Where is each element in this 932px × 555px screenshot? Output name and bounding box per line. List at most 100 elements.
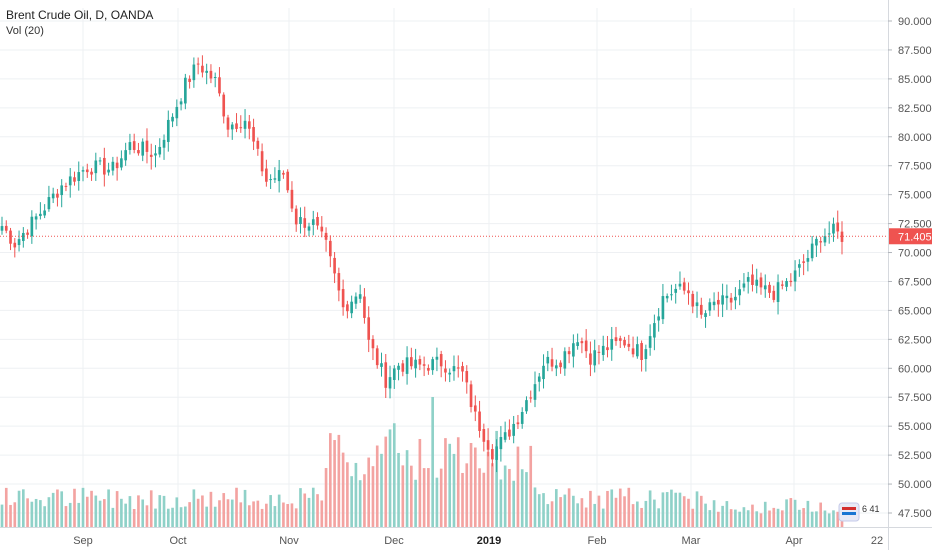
volume-bar (0, 504, 4, 527)
candle-up (670, 294, 673, 296)
volume-bar (90, 490, 93, 527)
y-tick-label: 90.000 (898, 16, 932, 28)
volume-bar (286, 504, 290, 527)
volume-bar (4, 487, 8, 527)
volume-bar (836, 511, 840, 527)
symbol-title[interactable]: Brent Crude Oil, D, OANDA (6, 8, 154, 22)
legend: Brent Crude Oil, D, OANDA Vol (20) (6, 7, 153, 39)
y-tick-label: 85.000 (898, 74, 932, 86)
candle-up (657, 316, 660, 321)
candle-up (166, 119, 170, 142)
volume-bar (98, 500, 102, 527)
volume-bar (21, 489, 25, 527)
volume-bar (120, 498, 123, 527)
candle-up (120, 158, 123, 168)
candle-up (98, 160, 102, 162)
volume-bar (124, 503, 127, 527)
volume-bar (712, 500, 716, 527)
candle-up (763, 285, 767, 290)
volume-bar (550, 501, 554, 527)
candle-up (414, 359, 417, 369)
volume-bar (806, 500, 810, 527)
candle-down (819, 241, 823, 243)
candle-down (623, 339, 626, 346)
candle-down (73, 177, 76, 182)
candle-up (742, 283, 746, 288)
volume-bar (755, 511, 759, 527)
x-tick-label: Nov (279, 535, 299, 547)
candle-up (273, 178, 277, 180)
candle-up (448, 372, 452, 375)
candle-up (815, 238, 818, 246)
y-tick-label: 75.000 (898, 190, 932, 202)
candle-down (729, 297, 733, 303)
candle-down (640, 343, 643, 361)
candle-up (708, 302, 712, 311)
volume-bar (491, 463, 494, 527)
volume-bar (149, 490, 153, 527)
candle-down (717, 299, 720, 305)
candle-up (755, 279, 759, 286)
volume-bar (768, 510, 771, 527)
candle-down (132, 141, 136, 150)
candle-up (674, 288, 678, 293)
volume-bar (665, 492, 669, 527)
candle-up (405, 357, 409, 374)
volume-bar (627, 487, 631, 527)
candle-down (222, 94, 226, 117)
volume-bar (137, 495, 140, 527)
volume-bar (580, 498, 584, 527)
volume-bar (60, 491, 64, 527)
volume-bar (623, 496, 626, 527)
flag-badge[interactable]: 6 41 (838, 502, 880, 522)
volume-bar (610, 489, 614, 527)
candle-up (39, 213, 42, 217)
volume-bar (827, 513, 831, 527)
volume-bar (47, 497, 51, 527)
volume-bar (17, 490, 21, 527)
candle-up (525, 400, 528, 412)
volume-bar (26, 498, 29, 527)
candle-up (563, 351, 567, 369)
candle-up (230, 124, 234, 130)
volume-bar (380, 453, 383, 527)
y-tick-label: 62.500 (898, 334, 932, 346)
y-tick-label: 72.500 (898, 219, 932, 231)
candle-down (282, 172, 285, 175)
candle-down (580, 341, 584, 344)
candle-down (682, 282, 686, 291)
volume-bar (448, 443, 452, 527)
volume-bar (311, 487, 315, 527)
y-tick-label: 80.000 (898, 132, 932, 144)
volume-bar (439, 468, 443, 527)
candle-down (780, 284, 784, 286)
candle-down (196, 63, 200, 65)
volume-bar (704, 503, 707, 527)
volume-bar (789, 498, 793, 527)
candle-down (145, 140, 149, 152)
volume-bar (589, 490, 592, 527)
volume-bar (751, 504, 754, 527)
candle-up (593, 350, 597, 366)
volume-bar (85, 496, 89, 527)
volume-bar (154, 508, 157, 527)
candle-up (277, 170, 281, 182)
x-tick-label: 2019 (477, 535, 501, 547)
volume-bar (725, 501, 729, 527)
candle-down (473, 405, 477, 412)
y-tick-label: 55.000 (898, 421, 932, 433)
volume-bar (772, 507, 776, 527)
volume-bar (299, 488, 302, 527)
candle-down (410, 357, 413, 367)
x-tick-label: Dec (384, 535, 404, 547)
candle-down (201, 65, 204, 73)
volume-bar (576, 503, 579, 527)
indicator-label[interactable]: Vol (20) (6, 25, 44, 37)
candle-down (759, 277, 763, 288)
volume-bar (273, 506, 277, 527)
candle-up (725, 295, 729, 299)
candle-up (648, 336, 652, 348)
candle-up (243, 120, 247, 129)
y-tick-label: 67.500 (898, 276, 932, 288)
